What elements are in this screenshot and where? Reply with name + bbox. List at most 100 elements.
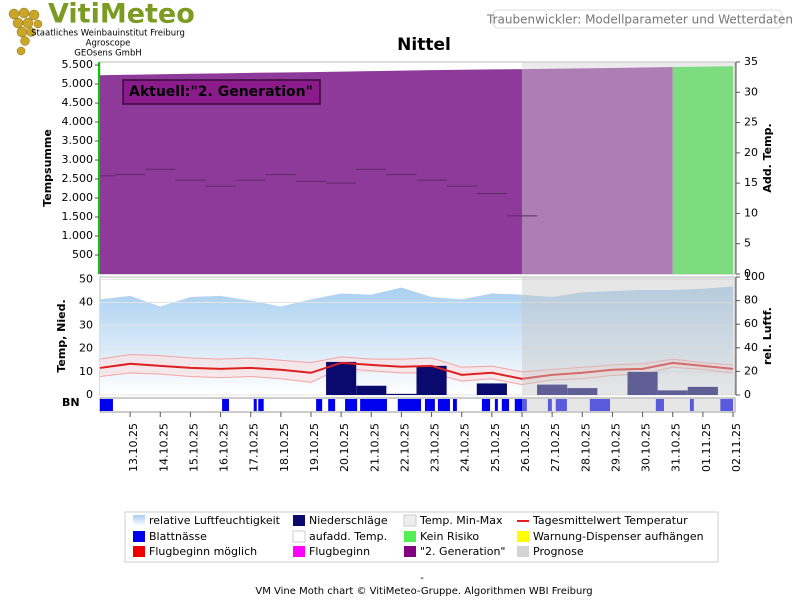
x-tick-label: 01.11.25 [700, 423, 713, 472]
footer-credit: VM Vine Moth chart © VitiMeteo-Gruppe. A… [255, 586, 592, 597]
precip-bar [567, 388, 598, 395]
y-tick-label: 3.500 [62, 134, 94, 147]
precip-bar [386, 393, 417, 395]
x-tick-label: 31.10.25 [670, 423, 683, 472]
y2-tick-label: 20 [744, 146, 758, 159]
leaf-wetness [481, 399, 491, 411]
x-tick-label: 22.10.25 [398, 423, 411, 472]
y2-tick-label: 5 [744, 237, 751, 250]
y-tick-label: 30 [79, 319, 93, 332]
leaf-wetness [655, 399, 664, 411]
precip-bar [416, 365, 447, 395]
y-tick-label: 500 [72, 248, 93, 261]
legend-swatch [404, 531, 416, 542]
mean-temp-line [99, 361, 734, 380]
leaf-wetness [501, 399, 510, 411]
y2-tick-label: 80 [744, 294, 758, 307]
legend-label: Warnung-Dispenser aufhängen [533, 530, 704, 543]
chart-title: Nittel [397, 35, 451, 55]
footer-dash: - [420, 573, 424, 584]
y2-tick-label: 10 [744, 206, 758, 219]
leaf-wetness [222, 399, 230, 411]
legend-swatch [133, 515, 145, 526]
page-title: Traubenwickler: Modellparameter und Wett… [486, 13, 793, 27]
x-tick-label: 26.10.25 [519, 423, 532, 472]
y-tick-label: 0 [86, 388, 93, 401]
y2-tick-label: 60 [744, 317, 758, 330]
leaf-wetness [437, 399, 450, 411]
x-tick-label: 19.10.25 [308, 423, 321, 472]
legend-label: relative Luftfeuchtigkeit [149, 514, 281, 527]
y-tick-label: 40 [79, 295, 93, 308]
leaf-wetness [397, 399, 422, 411]
leaf-wetness [689, 399, 694, 411]
org-line: Staatliches Weinbauinstitut Freiburg [31, 29, 185, 39]
x-tick-label: 14.10.25 [157, 423, 170, 472]
y-tick-label: 10 [79, 365, 93, 378]
prognosis-overlay [522, 398, 735, 412]
area [100, 67, 673, 275]
org-line: Agroscope [86, 39, 131, 49]
legend-label: Niederschläge [309, 514, 388, 527]
precip-bar [356, 385, 387, 395]
y2-axis-title: Add. Temp. [761, 123, 774, 192]
legend-swatch [133, 531, 145, 542]
x-tick-label: 25.10.25 [489, 423, 502, 472]
x-tick-label: 02.11.25 [730, 423, 743, 472]
leaf-wetness [316, 399, 323, 411]
precip-bar [657, 390, 688, 395]
bn-label: BN [62, 396, 80, 409]
x-tick-label: 13.10.25 [127, 423, 140, 472]
x-tick-label: 29.10.25 [609, 423, 622, 472]
legend-label: Blattnässe [149, 530, 207, 543]
leaf-wetness [720, 399, 733, 411]
x-tick-label: 15.10.25 [187, 423, 200, 472]
y2-tick-label: 0 [744, 388, 751, 401]
prognosis-overlay [522, 277, 735, 395]
y-axis-title: Temp, Nied. [55, 299, 68, 372]
leaf-wetness [360, 399, 387, 411]
legend-label: aufadd. Temp. [309, 530, 387, 543]
x-tick-label: 20.10.25 [338, 423, 351, 472]
y2-tick-label: 35 [744, 55, 758, 68]
legend-label: Prognose [533, 545, 584, 558]
x-tick-label: 18.10.25 [278, 423, 291, 472]
y-tick-label: 50 [79, 272, 93, 285]
y2-tick-label: 20 [744, 364, 758, 377]
x-tick-label: 21.10.25 [368, 423, 381, 472]
logo: VitiMeteo [48, 0, 195, 30]
y2-tick-label: 0 [744, 267, 751, 280]
legend-label: Tagesmittelwert Temperatur [532, 514, 688, 527]
legend-box [124, 511, 719, 563]
y-tick-label: 3.000 [62, 153, 94, 166]
legend-swatch [403, 514, 417, 527]
legend-swatch [404, 546, 416, 557]
y-tick-label: 4.000 [62, 115, 94, 128]
y2-tick-label: 40 [744, 341, 758, 354]
legend-label: Flugbeginn [309, 545, 370, 558]
leaf-wetness [100, 399, 113, 411]
org-line: GEOsens GmbH [74, 49, 141, 59]
y2-tick-label: 15 [744, 176, 758, 189]
grape-icon [8, 7, 43, 56]
leaf-wetness [258, 399, 264, 411]
y-tick-label: 1.000 [62, 229, 94, 242]
y-tick-label: 5.000 [62, 77, 94, 90]
precip-bar [687, 386, 718, 395]
y2-axis-title: rel. Luftf. [761, 307, 774, 365]
y-axis-title: Tempsumme [41, 129, 54, 207]
x-tick-label: 28.10.25 [579, 423, 592, 472]
legend-label: Flugbeginn möglich [149, 545, 257, 558]
x-tick-label: 24.10.25 [459, 423, 472, 472]
leaf-wetness [547, 399, 552, 411]
legend-label: Kein Risiko [420, 530, 479, 543]
annotation: Aktuell:"2. Generation" [129, 84, 313, 100]
y-tick-label: 4.500 [62, 96, 94, 109]
legend-swatch [293, 546, 305, 557]
legend-swatch [292, 530, 306, 543]
legend-swatch [517, 531, 529, 542]
leaf-wetness [345, 399, 358, 411]
legend-label: Temp. Min-Max [419, 514, 503, 527]
leaf-wetness [514, 399, 527, 411]
